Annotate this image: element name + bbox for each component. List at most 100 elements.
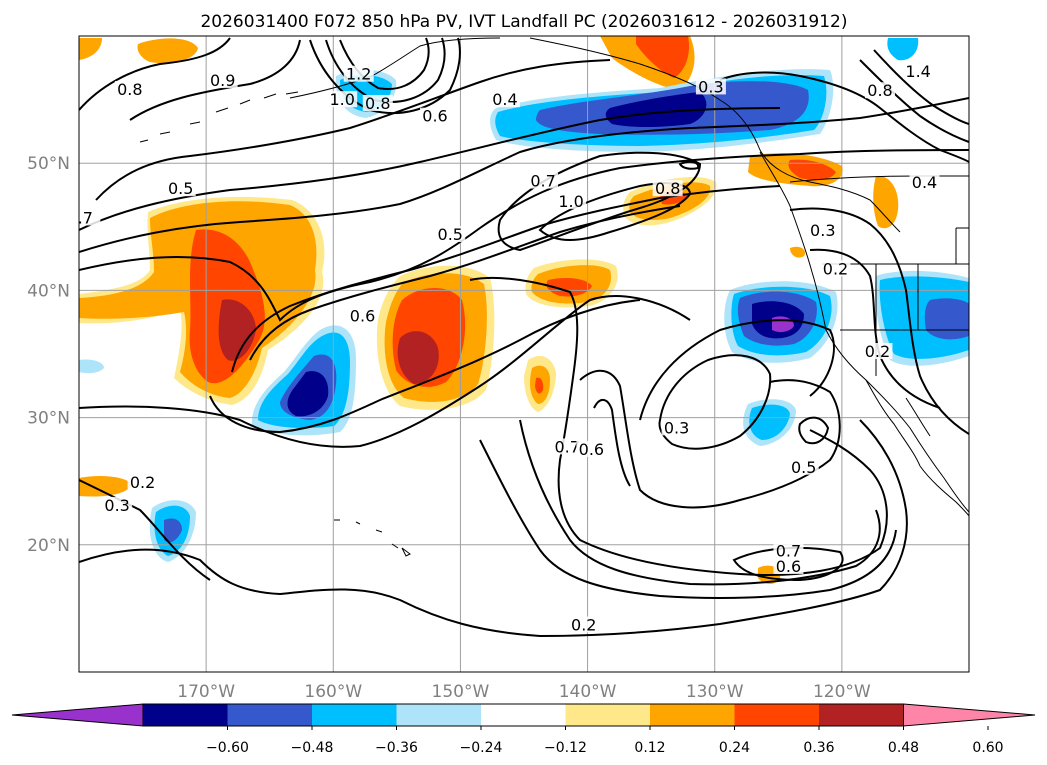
colorbar-tick-label: −0.36 — [375, 740, 418, 756]
figure-title: 2026031400 F072 850 hPa PV, IVT Landfall… — [200, 12, 847, 32]
contour-line — [469, 276, 888, 576]
contour-label-backdrop — [773, 557, 804, 574]
contour-label-backdrop — [909, 173, 940, 190]
baja-california-coastline — [865, 379, 931, 467]
contour-line — [309, 37, 461, 114]
contour-label-backdrop — [576, 440, 607, 457]
colorbar-extend-low — [11, 703, 144, 727]
colorbar-segment — [143, 704, 228, 726]
colorbar-tick-label: 0.60 — [972, 740, 1003, 756]
contour-label-backdrop — [862, 343, 893, 359]
contour-label: 0.7 — [555, 437, 580, 456]
pv-shading-positive — [79, 36, 899, 584]
contour-label: 0.9 — [210, 71, 235, 90]
contour-labels: 0.5.70.8 0.9 1.21.0 0.80.60.40.30.71.00.80.… — [78, 62, 940, 634]
contour-line — [79, 37, 231, 111]
contour-label-backdrop — [362, 94, 393, 111]
contour-label: 0.6 — [579, 440, 604, 459]
colorbar-tick-label: 0.48 — [888, 740, 919, 756]
contour-label: 1.2 — [346, 65, 371, 84]
contour-line — [579, 370, 841, 509]
contour-label: .7 — [78, 208, 93, 227]
contour-label-backdrop — [695, 78, 726, 95]
contour-label-backdrop — [773, 542, 804, 559]
contour-line — [538, 182, 692, 241]
contour-line — [798, 416, 830, 445]
contour-label-backdrop — [528, 172, 559, 189]
colorbar-segment — [734, 704, 820, 726]
contour-label-backdrop — [788, 458, 819, 475]
contour-label: 0.3 — [698, 77, 723, 96]
positive-anomaly-region-central-max — [397, 331, 439, 384]
colorbar-tick-label: 0.24 — [719, 740, 750, 756]
contour-line — [678, 160, 700, 170]
contour-label-backdrop — [347, 307, 378, 324]
contour-label: 0.7 — [776, 542, 801, 561]
colorbar-tick-label: −0.12 — [544, 740, 587, 756]
contour-label: 0.2 — [571, 615, 596, 634]
contour-label: 0.3 — [664, 418, 689, 437]
state-borders — [822, 227, 969, 376]
contour-line — [129, 39, 301, 121]
contour-label-backdrop — [552, 438, 583, 455]
colorbar-tick-label: 0.36 — [803, 740, 834, 756]
hawaii-islands — [334, 519, 411, 557]
contour-label-backdrop — [556, 192, 587, 209]
contour-label-backdrop — [661, 419, 692, 436]
contour-line — [789, 207, 969, 435]
positive-anomaly-region-top-inner — [636, 36, 690, 78]
contour-label: 0.4 — [492, 90, 517, 109]
contour-label-backdrop — [420, 107, 450, 124]
contour-line — [209, 299, 641, 434]
contour-label: 0.5 — [438, 225, 463, 244]
black-contours — [79, 37, 969, 638]
contour-label: 0.3 — [810, 221, 835, 240]
colorbar-segment — [565, 704, 651, 726]
alaska-coastline — [289, 37, 901, 233]
aleutian-islands — [139, 91, 299, 143]
contour-line — [519, 419, 881, 586]
contour-label-backdrop — [127, 474, 158, 491]
lon-tick-label: 130°W — [686, 682, 744, 702]
latitude-tick-labels: 50°N 40°N 30°N 20°N — [27, 154, 70, 556]
contour-label-backdrop — [207, 72, 238, 89]
contour-line — [873, 49, 969, 125]
colorbar-segment — [650, 704, 735, 726]
colorbar: −0.60 −0.48 −0.36 −0.24 −0.12 0.12 0.24 0.36 0.4… — [11, 703, 1036, 756]
contour-label: 0.6 — [422, 107, 447, 126]
contour-label: 0.8 — [655, 179, 680, 198]
lat-tick-label: 20°N — [27, 536, 70, 556]
lon-tick-label: 120°W — [813, 682, 871, 702]
contour-label-backdrop — [343, 65, 374, 82]
contour-line — [79, 295, 691, 448]
positive-anomaly-region-nw — [137, 38, 198, 64]
lat-tick-label: 40°N — [27, 281, 70, 301]
contour-line — [479, 439, 897, 599]
contour-label-backdrop — [903, 63, 934, 80]
colorbar-tick-label: −0.24 — [460, 740, 503, 756]
lat-tick-label: 50°N — [27, 154, 70, 174]
negative-anomaly-region-southwest-inner — [164, 518, 182, 543]
negative-anomaly-region-inland-inner — [924, 298, 969, 340]
contour-line — [593, 399, 631, 487]
contour-label-backdrop — [435, 225, 466, 242]
north-america-west-coast — [759, 151, 969, 513]
contour-line — [95, 59, 611, 201]
positive-anomaly-region-sw — [79, 476, 132, 497]
contour-label-backdrop — [652, 180, 683, 197]
pv-shading-negative — [79, 38, 969, 562]
colorbar-segment — [819, 704, 904, 726]
lon-tick-label: 160°W — [304, 682, 362, 702]
positive-anomaly-region-dot-sw — [790, 246, 806, 258]
positive-anomaly-region-east-inner — [535, 377, 544, 394]
coastlines — [139, 37, 969, 557]
contour-line — [497, 151, 702, 252]
contour-label-backdrop — [165, 180, 196, 197]
colorbar-tick-label: −0.48 — [291, 740, 334, 756]
contour-line — [79, 479, 211, 581]
contour-label: 0.7 — [530, 172, 555, 191]
positive-anomaly-region-coastal — [873, 175, 899, 229]
contour-label-backdrop — [865, 82, 895, 99]
contour-label: 1.0 — [329, 90, 354, 109]
colorbar-segment — [312, 704, 397, 726]
